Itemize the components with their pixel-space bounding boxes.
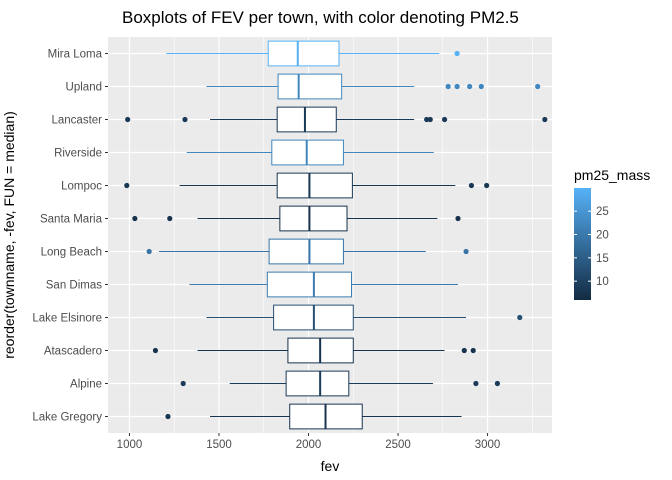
box-san-dimas — [189, 271, 459, 298]
box-mira-loma — [166, 40, 460, 67]
box-lake-elsinore — [206, 304, 523, 331]
box-alpine — [180, 370, 500, 397]
outlier-point — [467, 83, 473, 90]
outlier-point — [165, 413, 171, 420]
outlier-point — [167, 215, 173, 222]
x-tick-label: 2500 — [385, 439, 411, 451]
outlier-point — [484, 182, 490, 189]
legend-tick-label: 10 — [596, 276, 609, 288]
box-riverside — [186, 139, 434, 166]
outlier-point — [132, 215, 138, 222]
boxplot-series — [124, 40, 548, 430]
outlier-point — [454, 50, 460, 57]
x-tick-label: 2000 — [296, 439, 322, 451]
color-legend: pm25_mass 10 15 20 25 — [574, 167, 650, 300]
box-iqr — [266, 271, 352, 298]
legend-colorbar — [574, 188, 591, 300]
box-iqr — [267, 40, 340, 67]
box-upland — [206, 73, 541, 100]
box-iqr — [276, 172, 353, 199]
box-iqr — [276, 106, 337, 133]
outlier-point — [455, 215, 461, 222]
outlier-point — [180, 380, 186, 387]
box-santa-maria — [132, 205, 461, 232]
outlier-point — [473, 380, 479, 387]
y-tick-label: Mira Loma — [48, 49, 103, 61]
box-iqr — [277, 73, 343, 100]
outlier-point — [152, 347, 159, 354]
legend-tick-label: 25 — [596, 206, 609, 218]
y-tick-label: Upland — [66, 82, 102, 94]
outlier-point — [182, 116, 188, 123]
outlier-point — [463, 248, 469, 255]
x-tick-label: 1000 — [117, 439, 143, 451]
y-tick-label: Lake Gregory — [32, 412, 102, 424]
legend-title: pm25_mass — [574, 167, 650, 183]
plot-panel — [108, 37, 552, 433]
outlier-point — [468, 182, 475, 189]
outlier-point — [445, 83, 451, 90]
y-axis-title: reorder(townname, -fev, FUN = median) — [1, 111, 17, 359]
y-tick-label: Lompoc — [61, 181, 102, 193]
y-tick-label: Long Beach — [41, 247, 102, 259]
y-tick-label: Alpine — [70, 379, 102, 391]
legend-tick-label: 20 — [596, 230, 609, 242]
x-axis-title: fev — [321, 458, 340, 474]
outlier-point — [478, 83, 484, 90]
outlier-point — [461, 347, 467, 354]
box-iqr — [279, 205, 348, 232]
outlier-point — [424, 116, 430, 123]
minor-gridlines — [173, 37, 533, 433]
y-tick-label: Santa Maria — [40, 214, 103, 226]
y-tick-label: Lancaster — [51, 115, 102, 127]
outlier-point — [535, 83, 541, 90]
y-axis-tick-labels: Mira Loma Upland Lancaster Riverside Lompoc S… — [32, 49, 108, 424]
y-tick-label: Lake Elsinore — [32, 313, 102, 325]
chart-title: Boxplots of FEV per town, with color den… — [122, 8, 519, 27]
box-lake-gregory — [165, 403, 462, 430]
box-atascadero — [152, 337, 476, 364]
outlier-point — [124, 182, 130, 189]
x-tick-label: 3000 — [475, 439, 501, 451]
y-tick-label: Riverside — [54, 148, 102, 160]
outlier-point — [494, 380, 500, 387]
x-axis-tick-labels: 1000 1500 2000 2500 3000 — [117, 433, 501, 451]
outlier-point — [146, 248, 152, 255]
outlier-point — [441, 116, 448, 123]
box-long-beach — [146, 238, 469, 265]
outlier-point — [517, 314, 523, 321]
box-iqr — [268, 238, 344, 265]
box-lancaster — [125, 106, 548, 133]
x-tick-label: 1500 — [206, 439, 232, 451]
legend-tick-label: 15 — [596, 253, 609, 265]
legend-ticks: 10 15 20 25 — [574, 206, 609, 288]
outlier-point — [542, 116, 548, 123]
outlier-point — [454, 83, 460, 90]
y-tick-label: Atascadero — [44, 346, 102, 358]
box-iqr — [285, 370, 350, 397]
y-tick-label: San Dimas — [46, 280, 102, 292]
outlier-point — [427, 116, 433, 123]
outlier-point — [125, 116, 131, 123]
outlier-point — [470, 347, 476, 354]
box-lompoc — [124, 172, 490, 199]
